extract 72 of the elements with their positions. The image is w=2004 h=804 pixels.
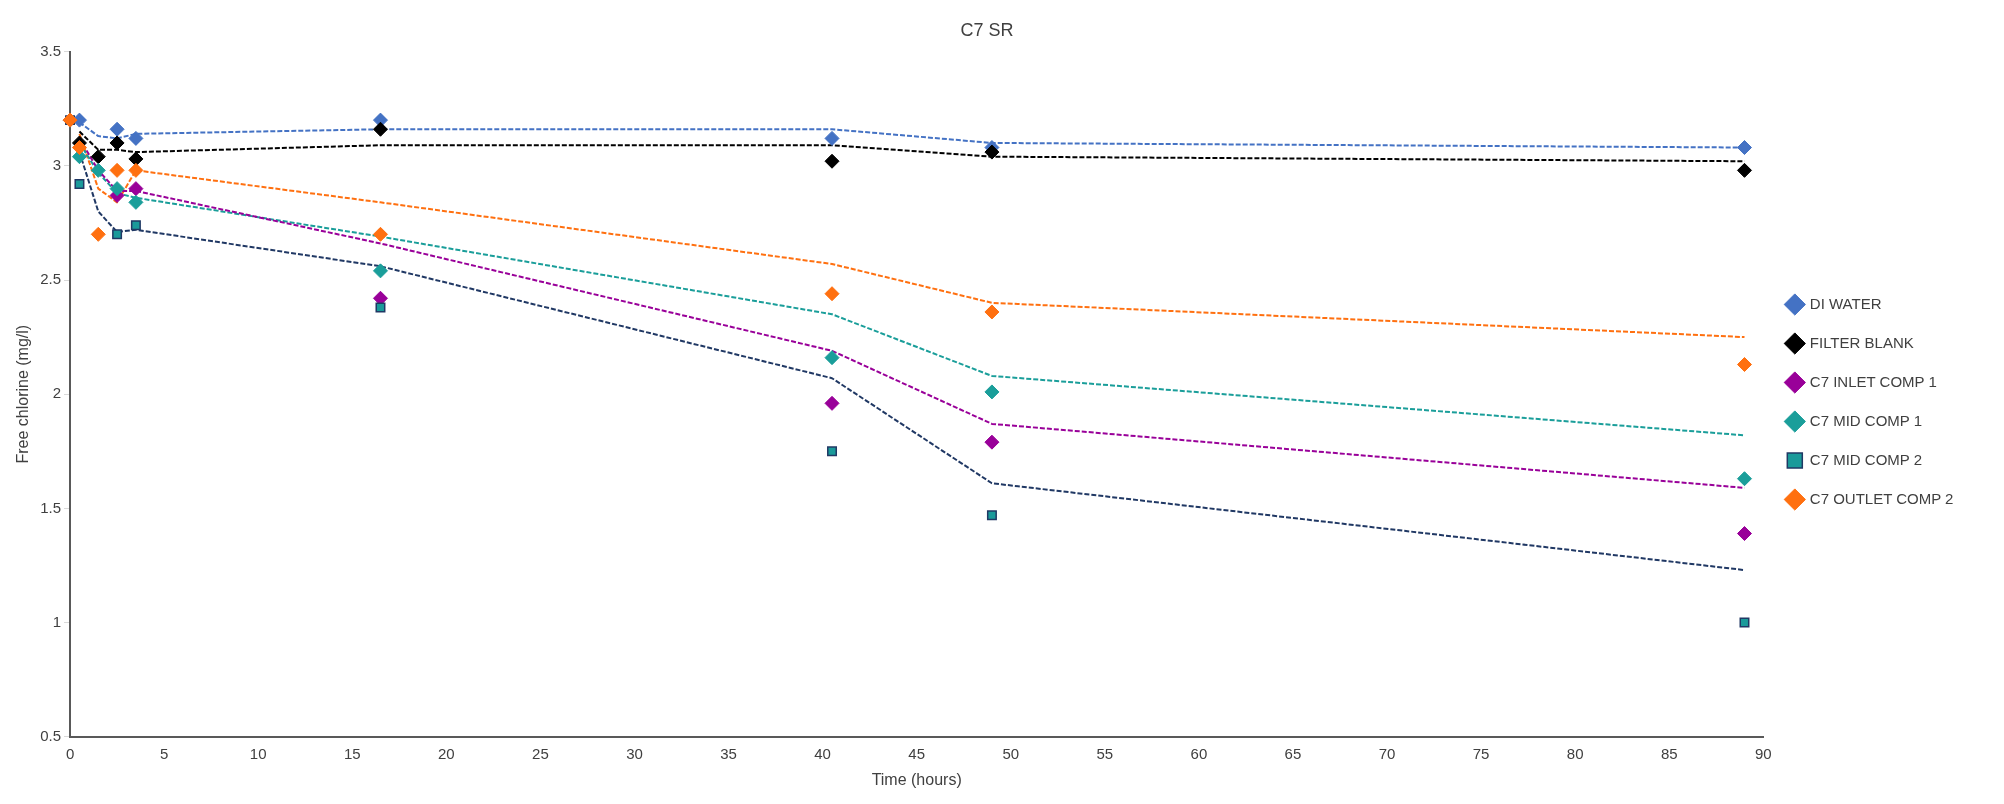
point — [90, 149, 106, 165]
x-tick-label: 5 — [159, 744, 169, 762]
x-tick-label: 90 — [1754, 744, 1772, 762]
x-tick-label: 25 — [532, 744, 549, 762]
point — [128, 130, 144, 146]
point — [984, 434, 1000, 450]
y-tick-label: 1.5 — [40, 498, 62, 516]
point — [372, 226, 388, 242]
x-tick-label: 60 — [1190, 744, 1208, 762]
point — [128, 151, 144, 167]
y-tick-label: 3 — [52, 155, 62, 173]
point — [986, 510, 997, 521]
point — [984, 144, 1000, 160]
legend-label: FILTER BLANK — [1809, 333, 1914, 351]
point — [74, 179, 85, 190]
x-tick-label: 80 — [1566, 744, 1584, 762]
point — [372, 121, 388, 137]
point — [827, 446, 838, 457]
y-tick-label: 2 — [52, 384, 62, 402]
point — [128, 181, 144, 197]
point — [824, 286, 840, 302]
point — [128, 162, 144, 178]
x-tick-label: 65 — [1284, 744, 1302, 762]
x-tick-label: 45 — [908, 744, 926, 762]
x-tick-label: 20 — [437, 744, 455, 762]
point — [109, 121, 125, 137]
point — [984, 304, 1000, 320]
legend-label: C7 MID COMP 1 — [1809, 411, 1923, 429]
x-tick-label: 75 — [1472, 744, 1490, 762]
point — [90, 226, 106, 242]
point — [109, 181, 125, 197]
x-tick-label: 15 — [343, 744, 361, 762]
legend-label: C7 INLET COMP 1 — [1809, 372, 1937, 390]
point — [1736, 471, 1752, 487]
x-tick-label: 70 — [1378, 744, 1396, 762]
x-tick-label: 55 — [1096, 744, 1114, 762]
legend-label: DI WATER — [1809, 294, 1882, 312]
x-tick-label: 30 — [626, 744, 643, 762]
point — [824, 395, 840, 411]
x-tick-label: 40 — [814, 744, 831, 762]
y-tick-label: 0.5 — [40, 726, 62, 744]
point — [1736, 140, 1752, 156]
y-tick-label: 2.5 — [40, 270, 62, 288]
x-tick-label: 85 — [1660, 744, 1678, 762]
point — [1739, 617, 1750, 628]
x-tick-label: 50 — [1002, 744, 1020, 762]
y-tick-label: 3.5 — [40, 41, 62, 59]
point — [130, 220, 141, 231]
chart-title: C7 SR — [960, 19, 1014, 40]
point — [1736, 526, 1752, 542]
x-tick-label: 35 — [720, 744, 737, 762]
point — [90, 162, 106, 178]
point — [984, 384, 1000, 400]
point — [1736, 357, 1752, 373]
point — [375, 302, 386, 313]
y-tick-label: 1 — [52, 612, 62, 630]
point — [71, 140, 87, 156]
legend-label: C7 MID COMP 2 — [1809, 450, 1923, 468]
x-tick-label: 10 — [249, 744, 267, 762]
point — [372, 263, 388, 279]
x-axis-title: Time (hours) — [871, 770, 962, 788]
point — [109, 162, 125, 178]
point — [1736, 162, 1752, 178]
point — [824, 350, 840, 366]
x-tick-label: 0 — [65, 744, 75, 762]
point — [112, 229, 123, 240]
point — [824, 153, 840, 169]
y-axis-title: Free chlorine (mg/l) — [14, 324, 32, 464]
point — [109, 135, 125, 151]
point — [824, 130, 840, 146]
point — [128, 194, 144, 210]
legend-label: C7 OUTLET COMP 2 — [1809, 489, 1954, 507]
